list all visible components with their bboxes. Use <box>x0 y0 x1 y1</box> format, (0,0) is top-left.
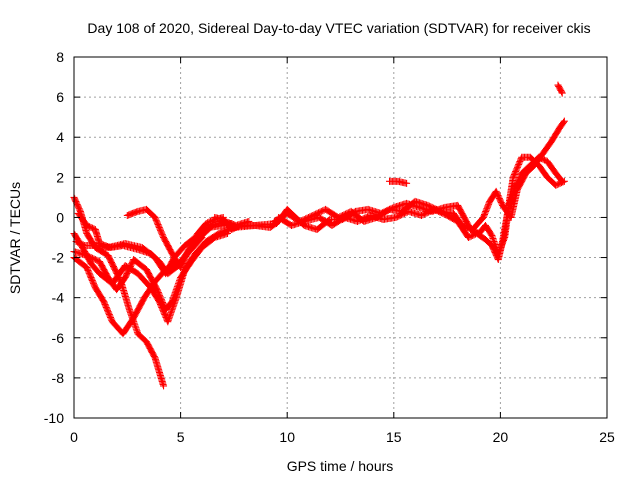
series-track-11 <box>386 177 411 187</box>
y-tick-label: -4 <box>52 290 65 306</box>
x-tick-label: 0 <box>70 429 78 445</box>
y-tick-label: 4 <box>56 129 64 145</box>
y-tick-label: -10 <box>44 410 64 426</box>
series-track-12 <box>554 81 566 97</box>
y-tick-label: 2 <box>56 169 64 185</box>
x-tick-label: 20 <box>493 429 509 445</box>
y-axis-label: SDTVAR / TECUs <box>7 182 23 294</box>
series-track-10 <box>275 153 568 264</box>
marker-trace <box>275 153 568 264</box>
marker-trace <box>554 81 566 97</box>
marker-trace <box>386 177 411 187</box>
x-tick-label: 5 <box>177 429 185 445</box>
plot-frame <box>73 56 608 419</box>
x-axis-label: GPS time / hours <box>287 458 394 474</box>
y-tick-label: 0 <box>56 209 64 225</box>
x-tick-label: 25 <box>599 429 615 445</box>
y-tick-label: -8 <box>52 370 65 386</box>
data-markers <box>70 81 568 390</box>
marker-trace <box>123 205 227 272</box>
axis-ticks: 0 5 10 15 20 25 -10 -8 -6 -4 -2 0 2 4 6 8 <box>44 49 615 445</box>
y-tick-label: 8 <box>56 49 64 65</box>
y-tick-label: 6 <box>56 89 64 105</box>
series-track-7 <box>123 205 227 272</box>
y-tick-label: -2 <box>52 250 65 266</box>
x-tick-label: 15 <box>386 429 402 445</box>
y-tick-label: -6 <box>52 330 65 346</box>
chart-title: Day 108 of 2020, Sidereal Day-to-day VTE… <box>87 20 590 36</box>
x-tick-label: 10 <box>279 429 295 445</box>
